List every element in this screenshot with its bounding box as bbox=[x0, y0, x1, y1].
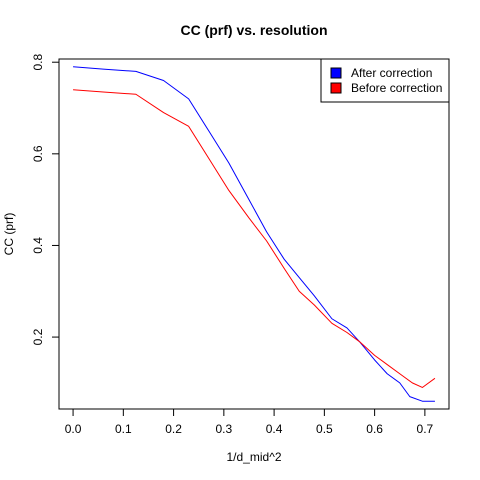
legend-box bbox=[320, 58, 450, 103]
series-line-before-correction bbox=[73, 89, 436, 388]
legend-label-before-correction: Before correction bbox=[351, 81, 442, 95]
x-tick-label: 0.5 bbox=[316, 422, 333, 436]
series-line-after-correction bbox=[73, 66, 435, 402]
x-tick-label: 0.2 bbox=[165, 422, 182, 436]
x-tick-label: 0.3 bbox=[216, 422, 233, 436]
y-axis-label: CC (prf) bbox=[2, 213, 16, 256]
x-tick-label: 0.7 bbox=[417, 422, 434, 436]
x-tick-label: 0.6 bbox=[366, 422, 383, 436]
x-axis-label: 1/d_mid^2 bbox=[227, 450, 282, 464]
legend-swatch-after-correction bbox=[330, 67, 342, 79]
legend-label-after-correction: After correction bbox=[351, 66, 432, 80]
x-tick-label: 0.4 bbox=[266, 422, 283, 436]
x-axis: 0.0 0.1 0.2 0.3 0.4 0.5 0.6 0.7 bbox=[65, 408, 434, 436]
x-tick-label: 0.0 bbox=[65, 422, 82, 436]
y-tick-label: 0.6 bbox=[31, 145, 45, 162]
y-axis: 0.2 0.4 0.6 0.8 bbox=[31, 54, 60, 345]
series-layer bbox=[73, 66, 436, 402]
chart-title: CC (prf) vs. resolution bbox=[180, 22, 327, 38]
legend: After correction Before correction bbox=[320, 58, 450, 103]
legend-swatch-before-correction bbox=[330, 82, 342, 94]
y-tick-label: 0.8 bbox=[31, 54, 45, 71]
y-tick-label: 0.2 bbox=[31, 328, 45, 345]
x-tick-label: 0.1 bbox=[115, 422, 132, 436]
y-tick-label: 0.4 bbox=[31, 237, 45, 254]
